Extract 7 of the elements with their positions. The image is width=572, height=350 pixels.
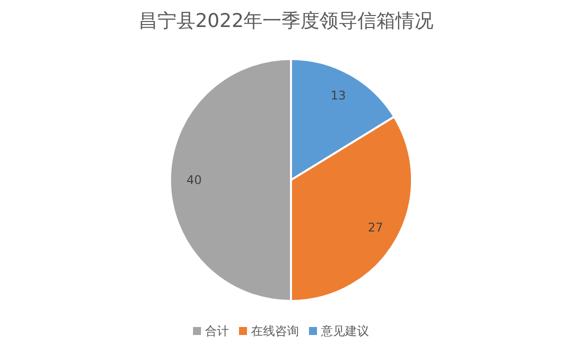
data-label: 27: [368, 220, 384, 234]
legend-label: 在线咨询: [251, 324, 299, 338]
legend-label: 意见建议: [321, 324, 369, 338]
legend-label: 合计: [205, 324, 229, 338]
chart-title: 昌宁县2022年一季度领导信箱情况: [137, 9, 435, 34]
data-label: 40: [186, 173, 202, 187]
data-label: 13: [330, 88, 346, 103]
